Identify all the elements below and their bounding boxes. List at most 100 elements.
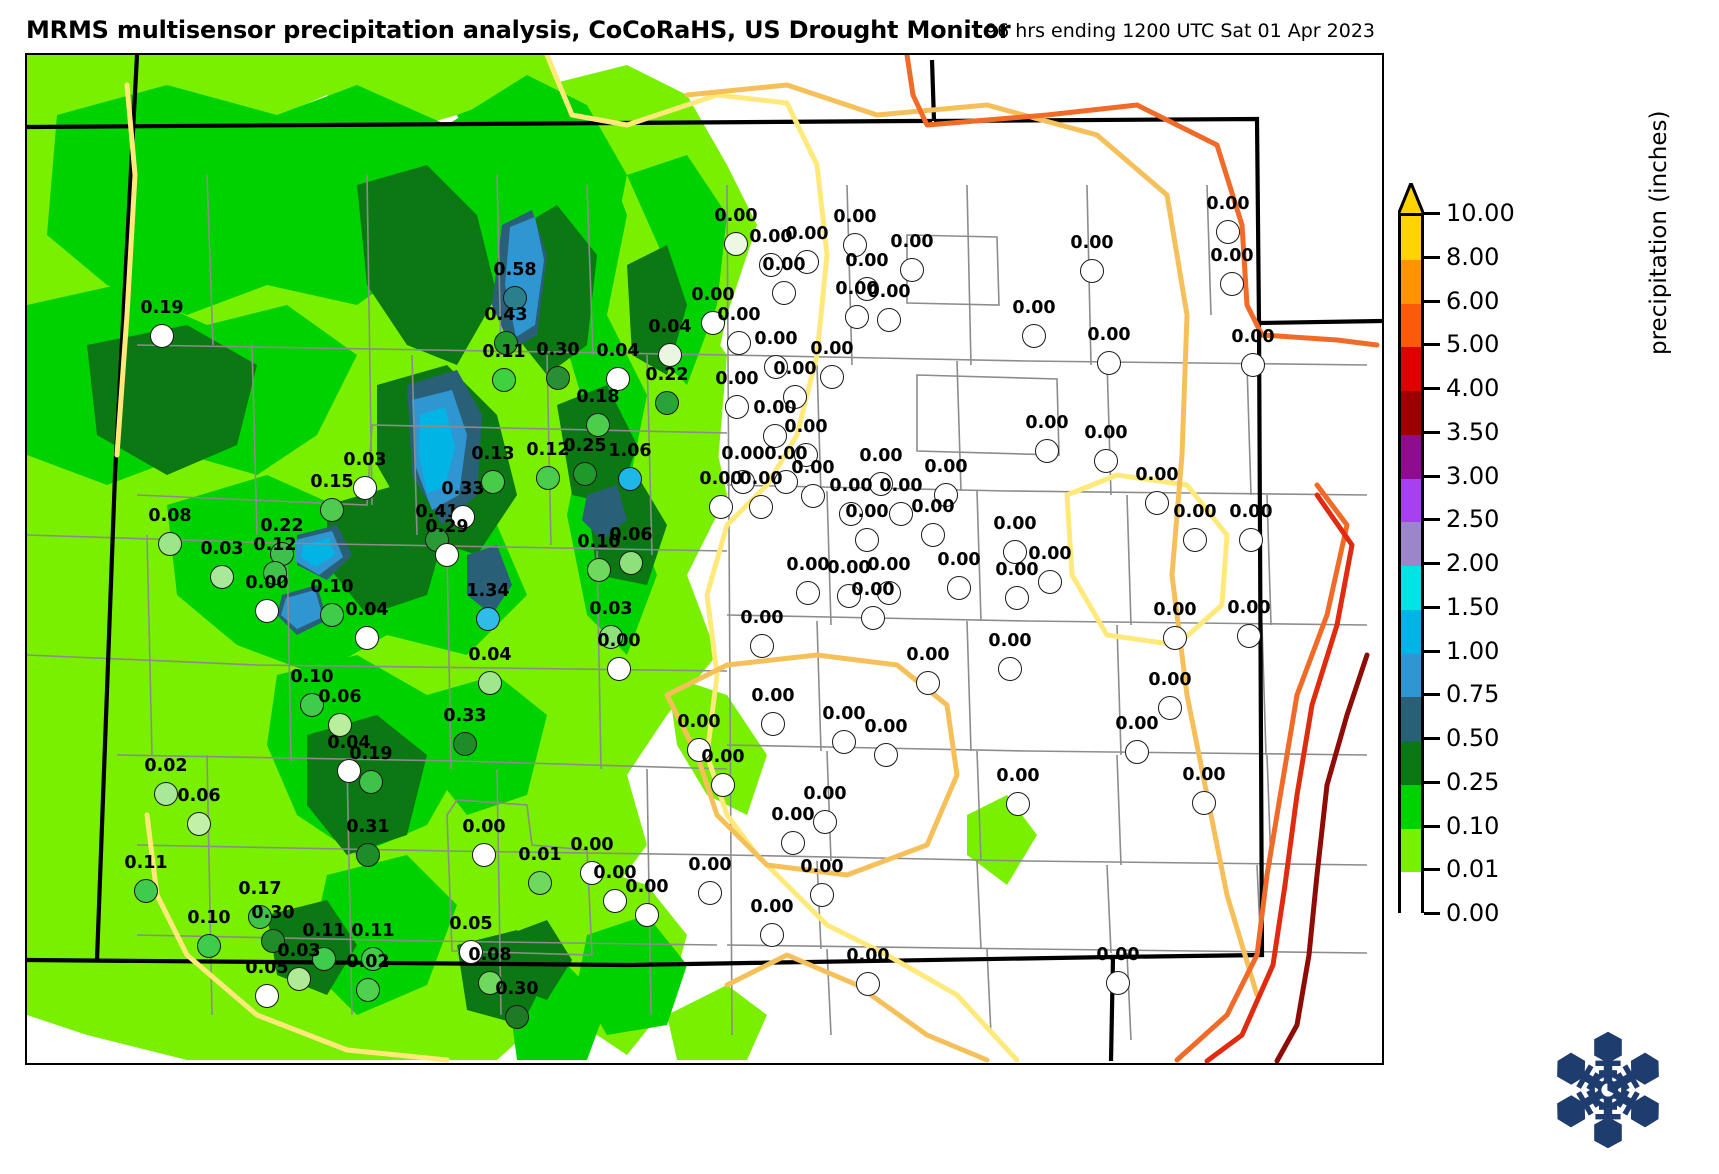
colorbar-axis-title: precipitation (inches) [1646, 110, 1672, 355]
station-marker [727, 331, 751, 355]
colorbar-segment [1401, 697, 1421, 741]
station-value-label: 0.00 [864, 717, 908, 737]
colorbar-arrow-icon [1398, 183, 1424, 215]
station-marker [774, 470, 798, 494]
station-marker [359, 770, 383, 794]
station-value-label: 0.00 [740, 608, 784, 628]
station-marker [837, 584, 861, 608]
station-marker [731, 470, 755, 494]
station-marker [763, 424, 787, 448]
precipitation-map[interactable]: 0.19 0.58 0.43 0.11 0.30 0.04 0.04 0.22 0.18 0.03… [25, 53, 1384, 1065]
station-value-label: 0.01 [518, 845, 562, 865]
station-value-label: 0.00 [1115, 714, 1159, 734]
station-value-label: 0.00 [1096, 945, 1140, 965]
station-marker [528, 871, 552, 895]
station-marker [353, 476, 377, 500]
station-value-label: 0.00 [890, 232, 934, 252]
colorbar-gradient [1398, 213, 1424, 916]
colorbar-tick [1424, 474, 1440, 478]
station-value-label: 0.04 [596, 341, 640, 361]
colorbar-tick-label: 6.00 [1446, 286, 1500, 315]
station-marker [248, 905, 272, 929]
station-marker [261, 929, 285, 953]
station-marker [781, 831, 805, 855]
station-value-label: 0.00 [762, 255, 806, 275]
station-value-label: 0.00 [800, 857, 844, 877]
station-value-label: 0.05 [245, 958, 289, 978]
station-value-label: 0.29 [425, 517, 469, 537]
colorbar-tick [1424, 912, 1440, 915]
station-marker [698, 881, 722, 905]
station-marker [476, 607, 500, 631]
station-value-label: 0.12 [526, 440, 570, 460]
station-value-label: 0.00 [764, 444, 808, 464]
station-value-label: 0.00 [993, 514, 1037, 534]
station-value-label: 0.03 [277, 941, 321, 961]
colorbar-segment [1401, 566, 1421, 610]
station-value-label: 0.04 [345, 600, 389, 620]
station-marker [320, 603, 344, 627]
station-value-label: 0.00 [625, 877, 669, 897]
station-marker [900, 258, 924, 282]
station-marker [603, 889, 627, 913]
station-marker [711, 773, 735, 797]
station-marker [1183, 528, 1207, 552]
station-marker [856, 972, 880, 996]
station-marker [916, 671, 940, 695]
station-marker [889, 502, 913, 526]
station-marker [1106, 971, 1130, 995]
station-value-label: 0.00 [867, 282, 911, 302]
station-marker [934, 483, 958, 507]
station-value-label: 0.00 [1025, 413, 1069, 433]
colorbar-tick [1424, 605, 1440, 609]
station-value-label: 0.02 [144, 756, 188, 776]
snowflake-logo [1557, 1031, 1659, 1149]
colorbar-tick-label: 2.50 [1446, 505, 1500, 534]
station-marker [869, 472, 893, 496]
station-marker [1239, 528, 1263, 552]
station-value-label: 0.11 [124, 853, 168, 873]
station-marker [505, 1005, 529, 1029]
station-value-label: 0.03 [200, 539, 244, 559]
station-value-label: 0.00 [1012, 298, 1056, 318]
station-value-label: 0.00 [835, 279, 879, 299]
station-marker [813, 810, 837, 834]
colorbar-tick-label: 4.00 [1446, 374, 1500, 402]
station-marker [998, 657, 1022, 681]
colorbar-segment [1401, 741, 1421, 785]
station-marker [453, 732, 477, 756]
colorbar-tick [1424, 212, 1440, 215]
station-value-label: 0.00 [570, 835, 614, 855]
station-marker [312, 947, 336, 971]
station-value-label: 0.10 [310, 577, 354, 597]
station-marker [337, 759, 361, 783]
station-value-label: 0.00 [833, 207, 877, 227]
station-value-label: 0.00 [1227, 598, 1271, 618]
station-value-label: 0.06 [177, 786, 221, 806]
station-marker [1005, 586, 1029, 610]
station-marker [749, 495, 773, 519]
station-marker [764, 355, 788, 379]
station-marker [1220, 272, 1244, 296]
station-value-label: 0.00 [699, 469, 743, 489]
station-value-label: 0.00 [937, 550, 981, 570]
station-marker [801, 484, 825, 508]
station-marker [810, 883, 834, 907]
station-value-label: 0.02 [346, 952, 390, 972]
station-value-label: 0.19 [349, 744, 393, 764]
station-marker [606, 367, 630, 391]
station-marker [832, 730, 856, 754]
station-value-label: 0.00 [1028, 544, 1072, 564]
station-value-label: 0.00 [1153, 600, 1197, 620]
station-marker [1237, 624, 1261, 648]
station-marker [619, 551, 643, 575]
station-marker [1192, 791, 1216, 815]
station-value-label: 0.30 [495, 979, 539, 999]
station-value-label: 0.33 [443, 706, 487, 726]
colorbar-segment [1401, 303, 1421, 348]
colorbar-segment [1401, 391, 1421, 435]
station-value-label: 0.00 [754, 329, 798, 349]
station-marker [1080, 259, 1104, 283]
colorbar-tick-label: 0.00 [1446, 899, 1500, 927]
colorbar: 10.00 8.00 6.00 5.00 4.00 3.50 3.00 2.50 2.00 1.5… [1398, 111, 1698, 943]
